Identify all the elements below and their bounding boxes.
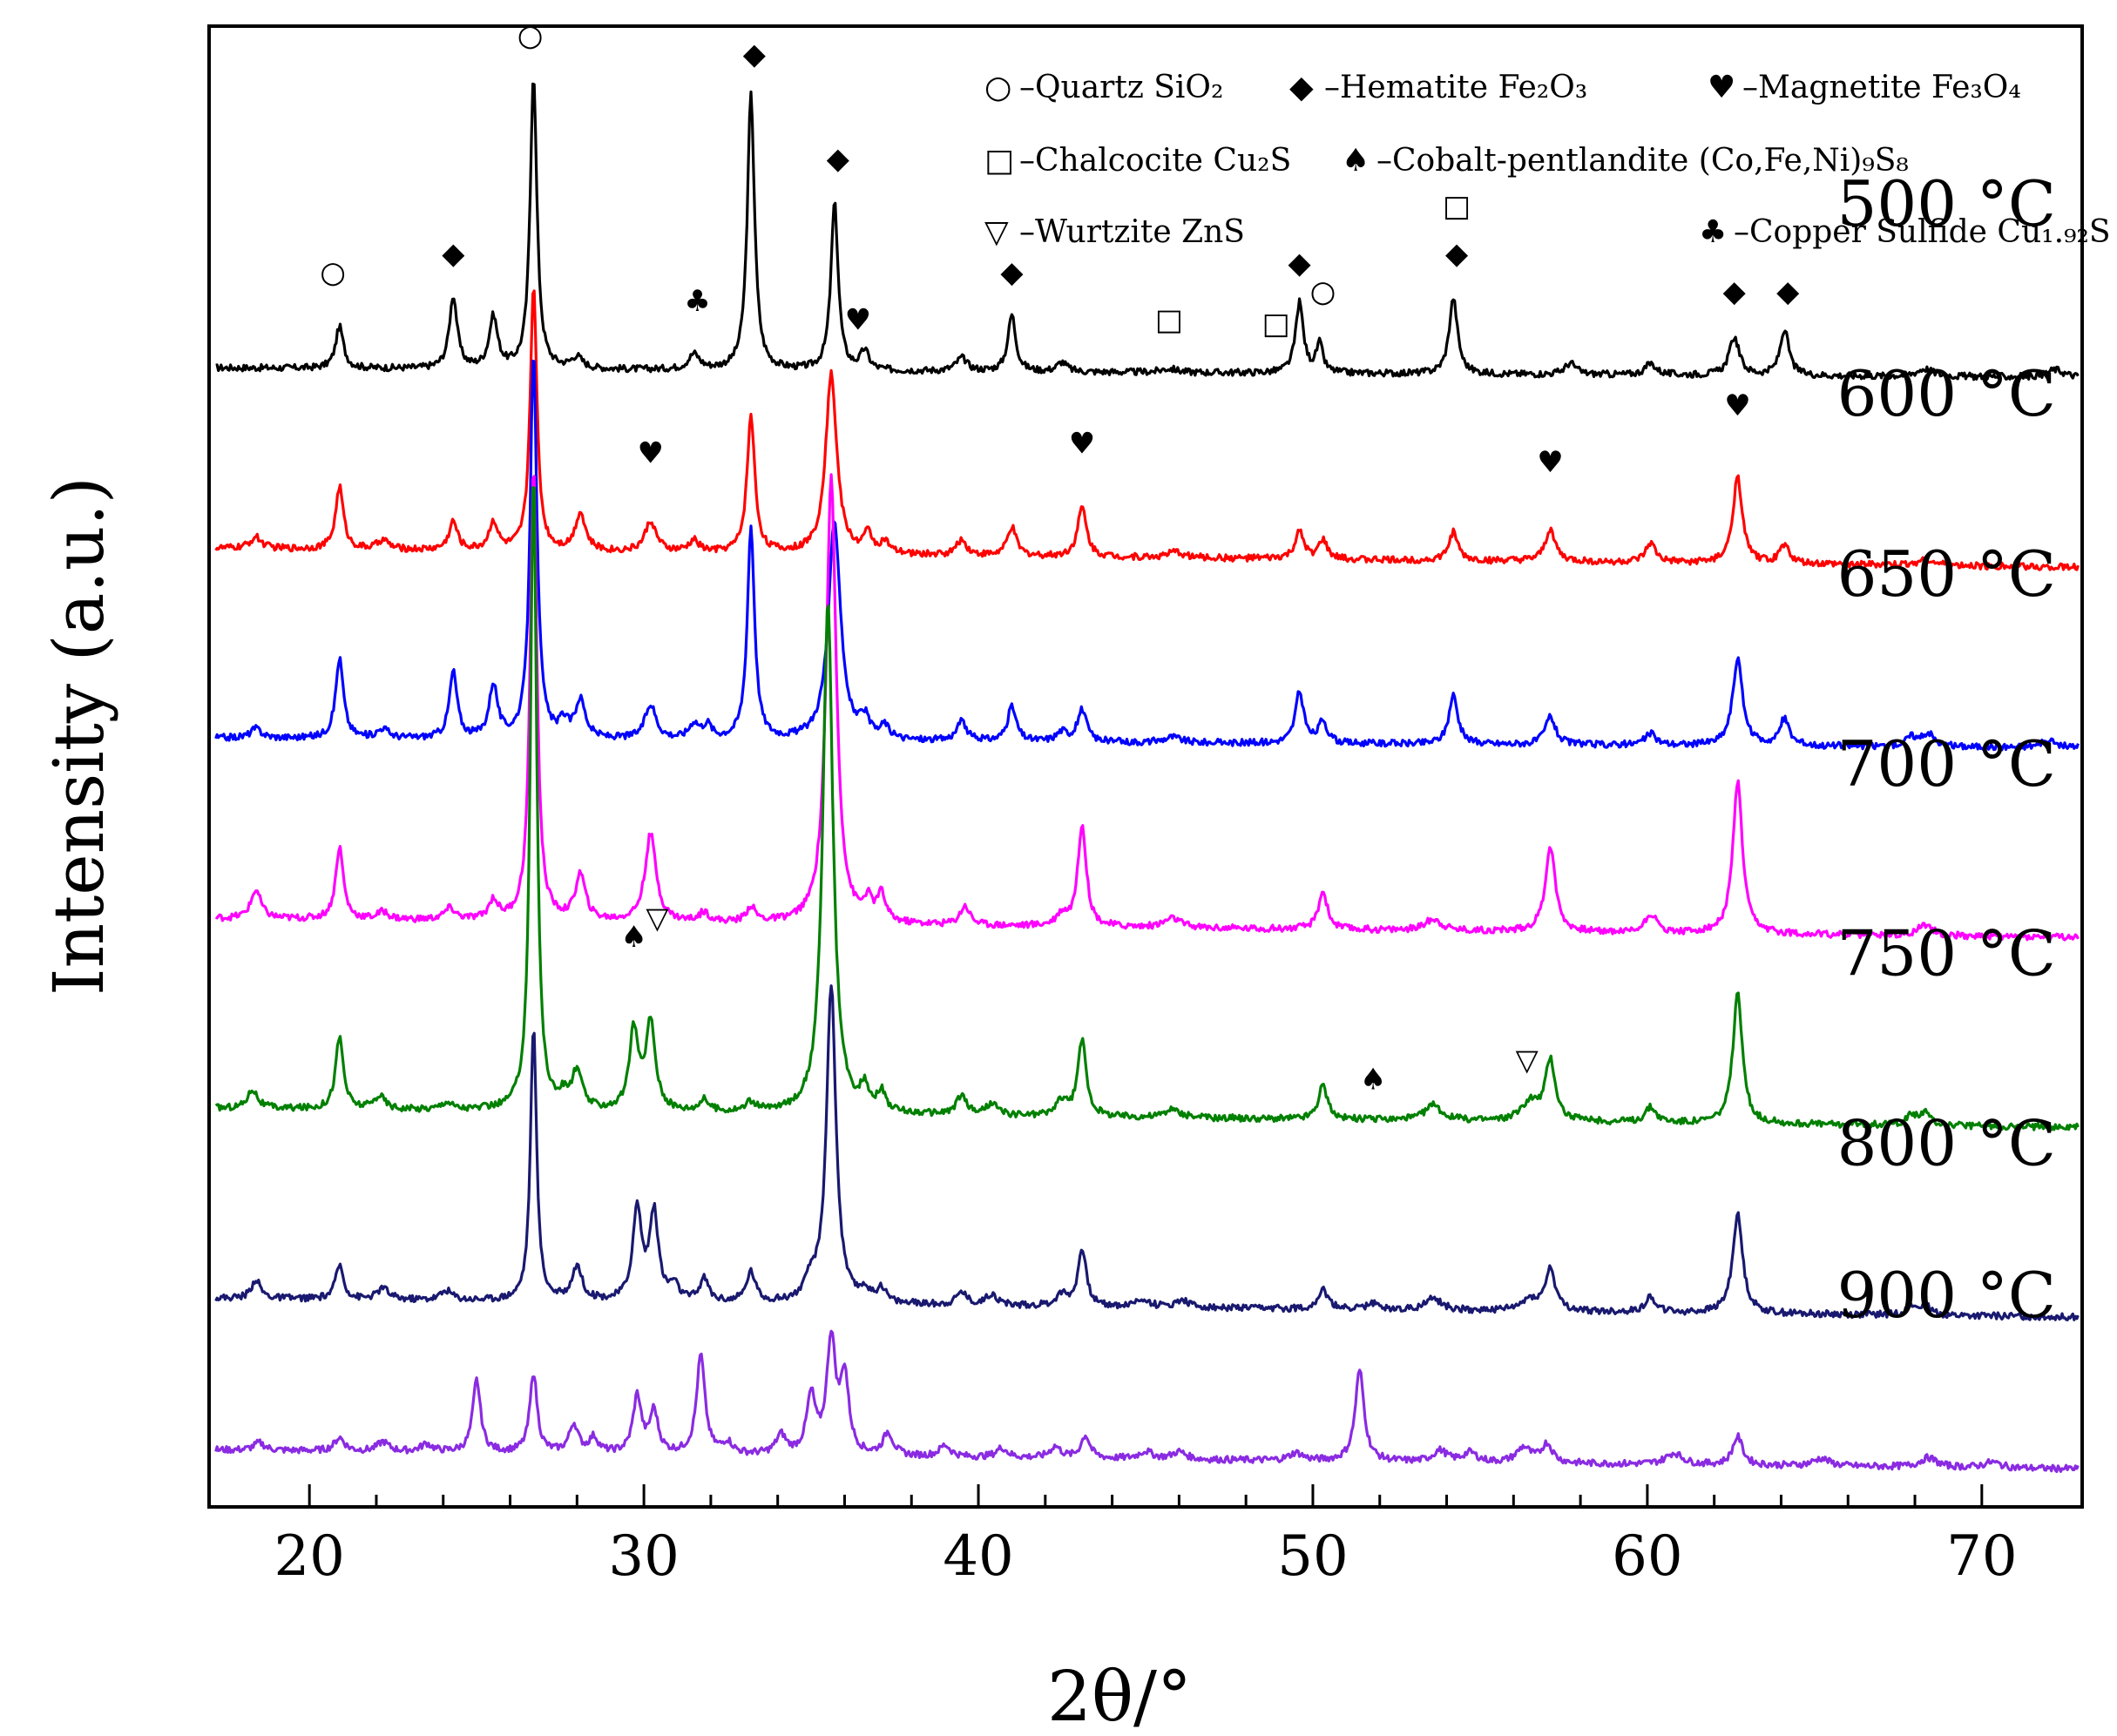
series-line-500c bbox=[215, 82, 2080, 382]
peak-marker: ◆ bbox=[1723, 274, 1747, 309]
x-axis-title: 2θ/° bbox=[1047, 1656, 1192, 1736]
x-tick-label: 70 bbox=[1946, 1524, 2017, 1589]
legend-label: –Quartz SiO₂ bbox=[1019, 70, 1223, 105]
legend-label: –Wurtzite ZnS bbox=[1019, 214, 1245, 250]
legend-symbol: □ bbox=[984, 143, 1014, 179]
peak-marker: ◆ bbox=[1000, 255, 1024, 290]
peak-marker: ◆ bbox=[442, 236, 465, 271]
peak-marker: ◆ bbox=[1776, 274, 1800, 309]
legend-entry-coppersulfide: ♣ –Copper Sulfide Cu₁.₉₂S bbox=[1699, 214, 2111, 250]
legend-symbol: ○ bbox=[984, 70, 1011, 105]
x-tick-label: 60 bbox=[1612, 1524, 1682, 1589]
legend-symbol: ♠ bbox=[1342, 143, 1370, 179]
peak-marker: ♠ bbox=[620, 920, 646, 955]
peak-marker: ▽ bbox=[1516, 1044, 1539, 1078]
series-line-900c bbox=[214, 1329, 2080, 1474]
legend-symbol: ♥ bbox=[1708, 70, 1735, 105]
peak-marker: ◆ bbox=[1445, 236, 1469, 271]
peak-marker: ◆ bbox=[743, 37, 767, 72]
series-label: 650 °C bbox=[1837, 537, 2056, 611]
x-tick-label: 20 bbox=[274, 1524, 344, 1589]
legend-entry-chalcocite: □ –Chalcocite Cu₂S bbox=[984, 143, 1291, 179]
legend-label: –Cobalt-pentlandite (Co,Fe,Ni)₉S₈ bbox=[1376, 143, 1909, 179]
peak-marker: ○ bbox=[1310, 274, 1336, 309]
legend-entry-quartz: ○ –Quartz SiO₂ bbox=[984, 70, 1223, 105]
peak-marker: ◆ bbox=[1288, 246, 1312, 280]
legend-entry-hematite: ◆ –Hematite Fe₂O₃ bbox=[1289, 70, 1587, 105]
peak-marker: ♥ bbox=[845, 303, 871, 338]
series-line-700c bbox=[214, 473, 2080, 942]
series-label: 700 °C bbox=[1837, 727, 2056, 800]
legend-label: –Copper Sulfide Cu₁.₉₂S bbox=[1734, 214, 2111, 250]
peak-marker: ♠ bbox=[1360, 1063, 1386, 1098]
x-tick-label: 50 bbox=[1277, 1524, 1348, 1589]
x-tick-label: 40 bbox=[943, 1524, 1013, 1589]
peak-marker: ○ bbox=[517, 18, 544, 53]
x-tick-label: 30 bbox=[608, 1524, 679, 1589]
series-line-750c bbox=[214, 486, 2080, 1131]
legend: ○ –Quartz SiO₂ ◆ –Hematite Fe₂O₃ ♥ –Magnetite… bbox=[984, 70, 2111, 250]
peak-marker: ▽ bbox=[646, 901, 669, 936]
legend-symbol: ▽ bbox=[984, 214, 1009, 250]
peak-marker: □ bbox=[1155, 303, 1183, 338]
series-line-650c bbox=[214, 359, 2080, 752]
axis-layer: 20 30 40 50 60 70 bbox=[207, 24, 2084, 1589]
legend-label: –Chalcocite Cu₂S bbox=[1019, 143, 1291, 179]
series-label: 900 °C bbox=[1837, 1259, 2056, 1332]
series-label: 600 °C bbox=[1837, 357, 2056, 430]
peak-marker: ♣ bbox=[684, 284, 710, 319]
series-label: 750 °C bbox=[1837, 917, 2056, 990]
peak-marker: ○ bbox=[320, 255, 346, 290]
peak-marker: ◆ bbox=[827, 141, 850, 176]
legend-entry-pentlandite: ♠ –Cobalt-pentlandite (Co,Fe,Ni)₉S₈ bbox=[1342, 143, 1909, 179]
series-label: 800 °C bbox=[1837, 1107, 2056, 1180]
peak-marker: ♥ bbox=[638, 436, 664, 470]
annotation-layer: ○○○◆◆◆◆ ◆ ◆◆ ◆□ □□♣♥♥ ♥♥♥♠▽♠▽ bbox=[320, 18, 1800, 1098]
plot-frame bbox=[207, 24, 2084, 1509]
peak-marker: □ bbox=[1262, 307, 1290, 341]
peak-marker: ♥ bbox=[1069, 426, 1095, 461]
series-line-800c bbox=[214, 984, 2080, 1321]
legend-symbol: ◆ bbox=[1289, 70, 1314, 105]
legend-entry-wurtzite: ▽ –Wurtzite ZnS bbox=[984, 214, 1245, 250]
series-layer: 500 °C 600 °C 650 °C 700 °C 750 °C 800 °C 900 … bbox=[214, 82, 2080, 1474]
legend-symbol: ♣ bbox=[1699, 214, 1727, 250]
peak-marker: ♥ bbox=[1537, 445, 1563, 480]
series-line-600c bbox=[214, 289, 2080, 571]
peak-marker: ♥ bbox=[1724, 388, 1750, 423]
legend-entry-magnetite: ♥ –Magnetite Fe₃O₄ bbox=[1708, 70, 2021, 105]
peak-marker: □ bbox=[1443, 189, 1471, 224]
series-label: 500 °C bbox=[1837, 167, 2056, 240]
legend-label: –Hematite Fe₂O₃ bbox=[1324, 70, 1587, 105]
legend-label: –Magnetite Fe₃O₄ bbox=[1742, 70, 2021, 105]
y-axis-title: Intensity (a.u.) bbox=[38, 476, 119, 996]
